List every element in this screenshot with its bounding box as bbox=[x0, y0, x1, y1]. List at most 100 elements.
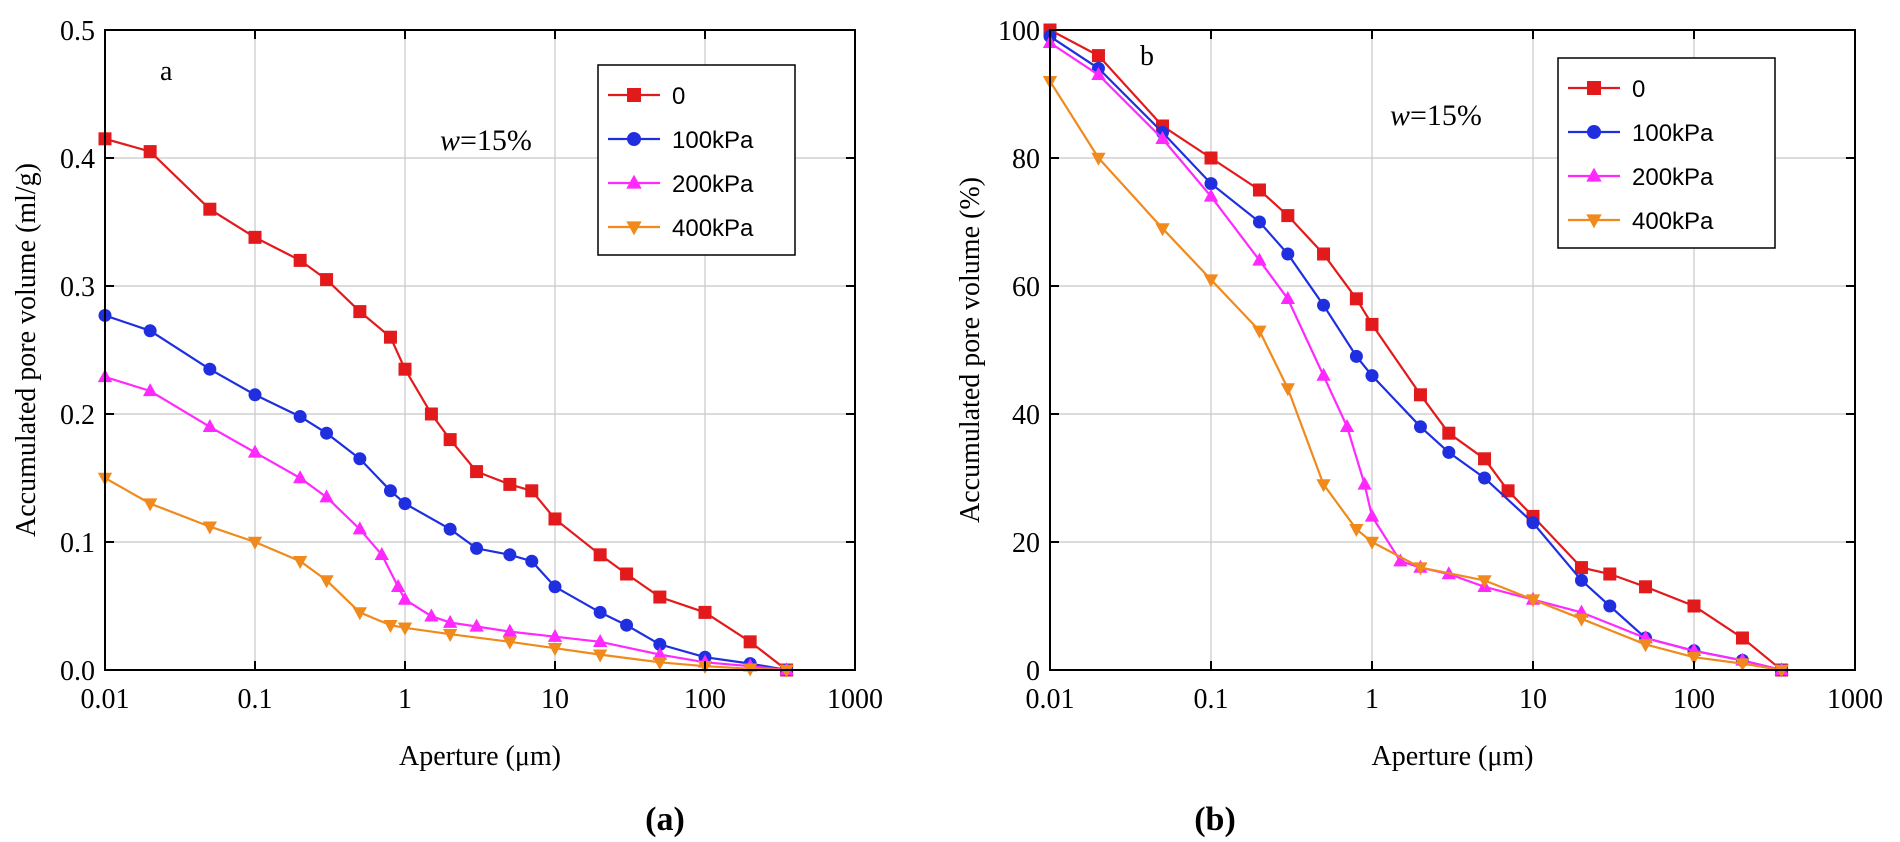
data-point bbox=[424, 407, 438, 421]
data-point bbox=[1317, 247, 1331, 261]
data-point bbox=[203, 362, 217, 376]
data-point bbox=[293, 410, 307, 424]
legend: 0 100kPa 200kPa 400kPa bbox=[1557, 57, 1776, 249]
data-point bbox=[743, 635, 757, 649]
data-point bbox=[1526, 516, 1540, 530]
data-point bbox=[398, 497, 412, 511]
y-tick-label: 0.4 bbox=[60, 144, 95, 175]
data-point bbox=[548, 580, 562, 594]
panel-label: a bbox=[160, 56, 173, 87]
legend-label: 100kPa bbox=[1632, 120, 1714, 147]
annotation-value: =15% bbox=[1410, 99, 1482, 132]
y-tick-label: 0 bbox=[1026, 656, 1040, 687]
data-point bbox=[319, 489, 334, 503]
data-point bbox=[1413, 420, 1427, 434]
legend-marker bbox=[1586, 167, 1602, 182]
data-point bbox=[1281, 209, 1295, 223]
data-point bbox=[503, 477, 517, 491]
data-point bbox=[293, 253, 307, 267]
data-point bbox=[143, 324, 157, 338]
series-100kpa bbox=[98, 308, 794, 677]
y-tick-label: 0.1 bbox=[60, 528, 95, 559]
annotation-var: w bbox=[1390, 99, 1410, 132]
data-point bbox=[1525, 594, 1541, 608]
legend-label: 0 bbox=[672, 83, 685, 110]
data-point bbox=[1252, 215, 1266, 229]
series-line bbox=[1049, 41, 1782, 672]
x-tick-label: 10 bbox=[541, 684, 569, 715]
data-point bbox=[1774, 664, 1789, 678]
data-point bbox=[248, 230, 262, 244]
data-point bbox=[1357, 476, 1372, 490]
data-point bbox=[443, 522, 457, 536]
y-axis-title: Accumulated pore volume (ml/g) bbox=[11, 163, 42, 537]
legend-marker bbox=[626, 221, 642, 236]
data-point bbox=[1639, 580, 1653, 594]
data-point bbox=[424, 608, 439, 622]
legend-marker bbox=[1587, 125, 1601, 139]
x-tick-label: 1 bbox=[1365, 684, 1379, 715]
data-point bbox=[593, 548, 607, 562]
data-point bbox=[1687, 599, 1701, 613]
data-point bbox=[525, 554, 539, 568]
data-point bbox=[593, 649, 608, 663]
x-tick-label: 1000 bbox=[827, 684, 883, 715]
x-tick-label: 0.1 bbox=[1194, 684, 1229, 715]
data-point bbox=[1281, 247, 1295, 261]
data-point bbox=[502, 623, 517, 637]
y-tick-label: 0.2 bbox=[60, 400, 95, 431]
data-point bbox=[1442, 445, 1456, 459]
y-tick-label: 40 bbox=[1012, 400, 1040, 431]
data-point bbox=[202, 419, 217, 432]
data-point bbox=[203, 202, 217, 216]
data-point bbox=[383, 620, 398, 633]
data-point bbox=[1477, 575, 1492, 589]
legend: 0 100kPa 200kPa 400kPa bbox=[597, 64, 796, 256]
x-tick-label: 100 bbox=[684, 684, 726, 715]
data-point bbox=[1316, 367, 1331, 381]
data-point bbox=[547, 628, 563, 642]
y-tick-label: 0.5 bbox=[60, 16, 95, 47]
data-point bbox=[469, 618, 484, 632]
data-point bbox=[383, 330, 397, 344]
data-point bbox=[1155, 223, 1170, 237]
annotation-var: w bbox=[440, 124, 460, 157]
data-point bbox=[620, 618, 634, 632]
data-point bbox=[1638, 639, 1653, 653]
x-tick-label: 0.1 bbox=[238, 684, 273, 715]
panel-caption: (a) bbox=[645, 801, 685, 838]
data-point bbox=[397, 591, 413, 605]
data-point bbox=[548, 512, 562, 526]
legend-marker bbox=[1587, 81, 1601, 95]
data-point bbox=[1280, 291, 1295, 304]
data-point bbox=[698, 605, 712, 619]
data-point bbox=[1349, 349, 1363, 363]
data-point bbox=[143, 498, 158, 512]
data-point bbox=[398, 362, 412, 376]
data-point bbox=[319, 575, 334, 589]
data-point bbox=[352, 521, 367, 535]
data-point bbox=[247, 536, 263, 550]
data-point bbox=[470, 465, 484, 479]
legend-marker bbox=[1586, 214, 1602, 229]
series-400kpa bbox=[97, 472, 794, 678]
data-point bbox=[1365, 317, 1379, 331]
plot-frame bbox=[1049, 29, 1856, 671]
y-tick-label: 0.3 bbox=[60, 272, 95, 303]
x-tick-label: 0.01 bbox=[81, 684, 130, 715]
data-point bbox=[653, 590, 667, 604]
data-point bbox=[1478, 452, 1492, 466]
data-point bbox=[1091, 152, 1106, 166]
y-tick-label: 100 bbox=[998, 16, 1040, 47]
data-point bbox=[293, 556, 308, 569]
x-axis-title: Aperture (μm) bbox=[1372, 741, 1534, 772]
data-point bbox=[653, 637, 667, 651]
data-point bbox=[443, 614, 458, 628]
data-point bbox=[1413, 388, 1427, 402]
data-point bbox=[470, 541, 484, 555]
data-point bbox=[593, 605, 607, 619]
data-point bbox=[1603, 567, 1617, 581]
y-tick-label: 20 bbox=[1012, 528, 1040, 559]
series-line bbox=[104, 375, 787, 672]
data-point bbox=[502, 636, 517, 650]
